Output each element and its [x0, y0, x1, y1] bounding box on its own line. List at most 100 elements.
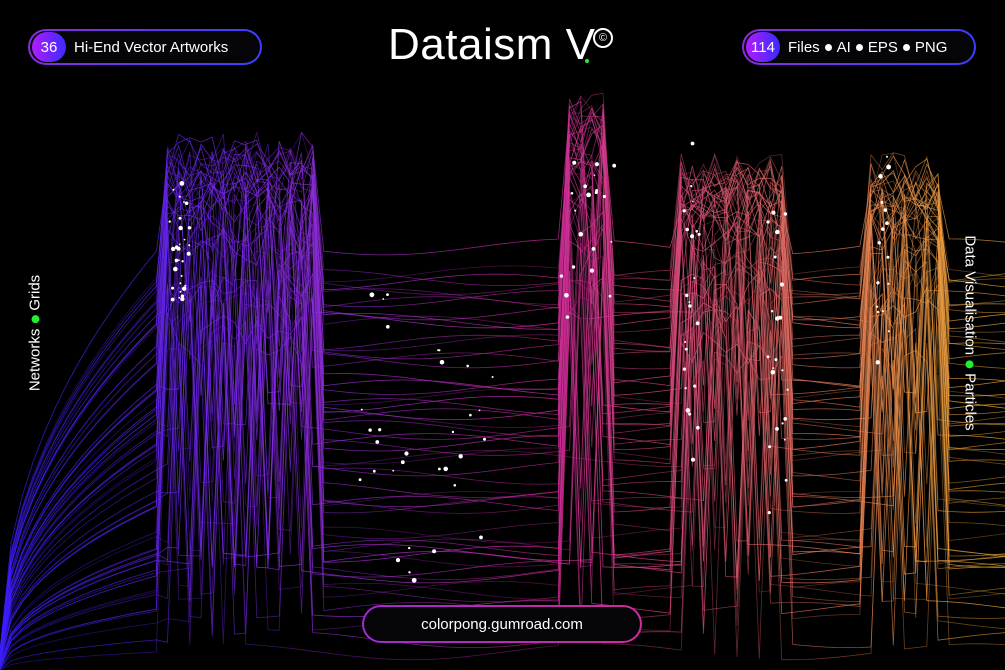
side-label-data-visualisation: Data Visualisation — [961, 235, 979, 356]
particle-dot — [887, 330, 890, 333]
particle-dot — [684, 347, 688, 351]
particle-dot — [682, 367, 687, 371]
particle-dot — [583, 184, 588, 189]
particle-dot — [693, 384, 697, 388]
particle-dot — [877, 241, 881, 245]
particle-dot — [885, 221, 889, 226]
particle-dot — [773, 255, 777, 259]
flow-line — [0, 119, 1005, 656]
flow-line — [0, 209, 1005, 662]
particle-dot — [564, 293, 569, 298]
particle-dot — [170, 297, 175, 302]
particle-dot — [695, 321, 700, 326]
side-label-left: Networks Grids — [27, 275, 44, 391]
particle-dot — [180, 274, 183, 277]
particle-dot — [770, 310, 774, 313]
particle-dot — [602, 194, 607, 199]
flow-line — [0, 95, 1005, 651]
green-dot-icon — [31, 315, 40, 324]
particle-dot — [369, 292, 375, 298]
particle-dot — [180, 296, 185, 302]
particle-dot — [783, 417, 787, 421]
particle-dot — [682, 209, 686, 213]
artwork-count-pill: 36 Hi-End Vector Artworks — [28, 29, 262, 65]
particle-dot — [766, 355, 770, 359]
particle-dot — [572, 160, 577, 165]
particle-dot — [372, 469, 376, 473]
particle-dot — [174, 258, 179, 263]
particle-dot — [685, 293, 689, 298]
flow-line — [0, 154, 1005, 660]
particle-dot — [491, 376, 494, 378]
particle-dot — [886, 164, 891, 170]
particle-dot — [766, 220, 770, 224]
particle-dot — [453, 484, 457, 487]
particle-dot — [358, 478, 362, 482]
particle-dot — [886, 255, 890, 259]
particle-dot — [612, 163, 617, 168]
particle-dot — [386, 293, 389, 296]
particle-dot — [578, 232, 584, 237]
particle-dot — [479, 535, 483, 540]
particle-dot — [876, 310, 880, 314]
particle-dot — [772, 367, 775, 369]
particle-dot — [188, 244, 191, 247]
flow-line — [0, 133, 1005, 658]
particle-dot — [386, 325, 390, 329]
particle-dot — [438, 467, 441, 471]
particle-dot — [586, 192, 591, 198]
particle-dot — [179, 290, 182, 293]
particle-dot — [180, 294, 185, 298]
particle-dot — [610, 240, 613, 243]
particle-dot — [688, 301, 691, 304]
particle-dot — [395, 558, 401, 563]
particle-dot — [458, 454, 463, 459]
flow-line — [0, 143, 1005, 659]
flow-line — [0, 146, 1005, 658]
particle-dot — [589, 268, 595, 273]
particle-dot — [392, 469, 395, 472]
footer-url-pill[interactable]: colorpong.gumroad.com — [362, 605, 642, 643]
particle-dot — [173, 266, 178, 272]
flow-line — [0, 111, 1005, 655]
particle-dot — [378, 428, 382, 432]
particle-dot — [171, 246, 176, 252]
side-label-particles: Particles — [961, 373, 979, 431]
footer-url[interactable]: colorpong.gumroad.com — [421, 615, 583, 633]
flow-line — [0, 223, 1005, 665]
flow-line — [0, 305, 1005, 670]
flow-line — [0, 96, 1005, 652]
particle-dot — [770, 370, 776, 375]
particle-dot — [178, 296, 181, 299]
particle-dot — [574, 209, 577, 212]
particle-dot — [178, 195, 181, 198]
flow-line — [0, 101, 1005, 654]
particle-dot — [181, 260, 184, 263]
particle-dot — [783, 438, 786, 441]
flow-line — [0, 109, 1005, 653]
file-count-pill: 114 Files AI EPS PNG — [742, 29, 976, 65]
particle-dot — [182, 286, 187, 291]
particle-dot — [779, 282, 785, 287]
flow-line — [0, 194, 1005, 663]
flow-line — [0, 311, 1005, 670]
particle-dot — [186, 251, 191, 256]
particle-dot — [608, 294, 612, 298]
particle-dot — [693, 277, 696, 280]
particle-dot — [565, 315, 570, 319]
particle-dot — [767, 510, 771, 515]
flow-line — [0, 270, 1005, 668]
title-accent-dot — [585, 59, 589, 63]
particle-dot — [483, 437, 486, 441]
flow-line — [0, 112, 1005, 656]
flow-line — [0, 104, 1005, 653]
particle-dot — [437, 349, 440, 352]
flow-line — [0, 243, 1005, 666]
artwork-count-badge: 36 — [32, 32, 66, 62]
particle-dot — [781, 369, 784, 372]
particle-dot — [478, 409, 481, 412]
particle-dot — [179, 243, 181, 245]
particle-dot — [783, 212, 788, 216]
flow-line — [0, 112, 1005, 651]
